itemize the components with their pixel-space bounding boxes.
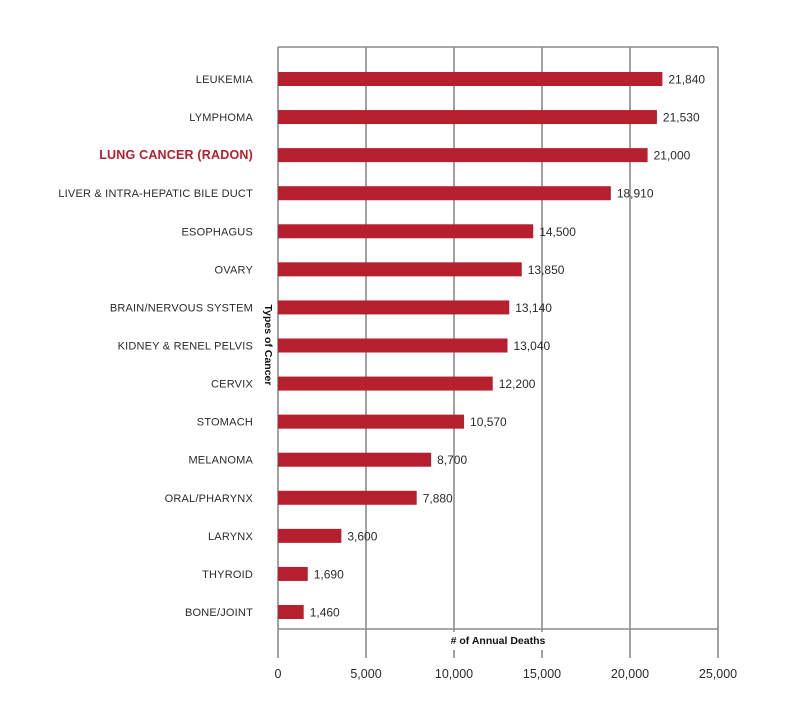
value-label: 7,880: [423, 491, 453, 505]
bar: [278, 452, 432, 467]
value-label: 13,850: [528, 263, 565, 277]
category-label: LARYNX: [208, 531, 253, 543]
bar: [278, 490, 417, 505]
bar: [278, 376, 493, 391]
category-label: LYMPHOMA: [189, 112, 253, 124]
value-label: 1,460: [310, 606, 340, 620]
value-label: 1,690: [314, 567, 344, 581]
bar: [278, 186, 611, 201]
bar: [278, 528, 342, 543]
value-label: 12,200: [499, 377, 536, 391]
bar: [278, 224, 534, 239]
x-tick-label: 20,000: [611, 667, 649, 681]
bar: [278, 414, 465, 429]
value-label: 13,140: [515, 301, 552, 315]
category-label: ORAL/PHARYNX: [165, 493, 254, 505]
category-label: OVARY: [215, 264, 254, 276]
category-label: THYROID: [202, 569, 253, 581]
x-tick-label: 15,000: [523, 667, 561, 681]
bar-layer: [278, 72, 663, 619]
x-tick-label: 0: [275, 667, 282, 681]
bar: [278, 605, 304, 619]
category-label-highlighted: LUNG CANCER (RADON): [99, 148, 253, 162]
label-layer: 0 5,000 10,000 15,000 20,000 25,000 LEUKEMIA 21…: [58, 73, 737, 682]
bar: [278, 262, 522, 277]
bar: [278, 338, 508, 353]
value-label: 8,700: [437, 453, 467, 467]
value-label: 18,910: [617, 187, 654, 201]
x-axis-title: # of Annual Deaths: [451, 635, 546, 647]
value-label: 14,500: [539, 225, 576, 239]
bar: [278, 72, 663, 86]
value-label: 10,570: [470, 415, 507, 429]
x-tick-label: 10,000: [435, 667, 473, 681]
value-label: 13,040: [514, 339, 551, 353]
y-axis-title: Types of Cancer: [262, 305, 274, 386]
x-tick-label: 5,000: [350, 667, 381, 681]
x-tick-label: 25,000: [699, 667, 737, 681]
bar: [278, 300, 510, 315]
bar: [278, 110, 657, 125]
bar: [278, 148, 648, 163]
value-label: 21,840: [668, 73, 705, 87]
category-label: CERVIX: [211, 379, 253, 391]
category-label: BRAIN/NERVOUS SYSTEM: [110, 302, 253, 314]
category-label: ESOPHAGUS: [182, 226, 254, 238]
category-label: LIVER & INTRA-HEPATIC BILE DUCT: [58, 188, 253, 200]
value-label: 21,000: [654, 149, 691, 163]
category-label: BONE/JOINT: [185, 607, 253, 619]
category-label: KIDNEY & RENEL PELVIS: [118, 341, 253, 353]
category-label: STOMACH: [197, 417, 253, 429]
category-label: MELANOMA: [188, 455, 253, 467]
value-label: 3,600: [347, 529, 377, 543]
bar: [278, 566, 308, 581]
category-label: LEUKEMIA: [196, 74, 254, 86]
value-label: 21,530: [663, 111, 700, 125]
